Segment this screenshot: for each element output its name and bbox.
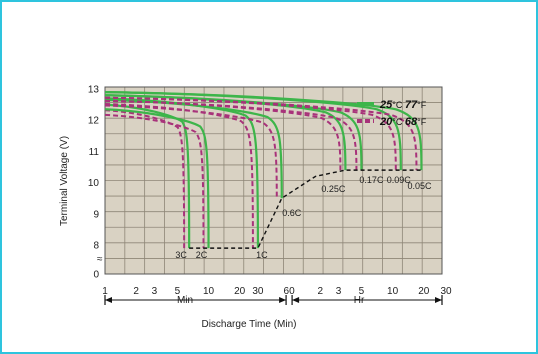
y-tick-label: 13 bbox=[88, 85, 100, 96]
legend-label: 25°C 77°F bbox=[379, 99, 427, 111]
curve-25c-2C bbox=[104, 108, 210, 249]
hr-range-arrow-head bbox=[435, 297, 442, 303]
x-tick-label: 10 bbox=[203, 286, 215, 297]
x-tick-label: 20 bbox=[234, 286, 246, 297]
y-axis-label: Terminal Voltage (V) bbox=[59, 136, 70, 226]
y-tick-label: 11 bbox=[89, 147, 100, 158]
y-tick-label: 0 bbox=[93, 270, 99, 281]
curve-20c-0.09C bbox=[104, 96, 397, 171]
x-tick-label: 1 bbox=[102, 286, 108, 297]
curve-20c-0.17C bbox=[104, 99, 358, 171]
x-axis-label: Discharge Time (Min) bbox=[201, 319, 296, 330]
x-tick-label: 5 bbox=[359, 286, 365, 297]
x-tick-label: 20 bbox=[418, 286, 430, 297]
x-tick-label: 30 bbox=[252, 286, 264, 297]
x-tick-label: 3 bbox=[152, 286, 158, 297]
rate-label-0.05C: 0.05C bbox=[407, 181, 432, 191]
curve-25c-3C bbox=[104, 103, 191, 249]
legend: 25°C 77°F 20°C 68°F bbox=[357, 99, 427, 128]
rate-label-0.17C: 0.17C bbox=[359, 175, 384, 185]
y-tick-label: 10 bbox=[88, 178, 100, 189]
x-tick-label: 10 bbox=[387, 286, 399, 297]
x-tick-labels: 1 2 3 5 10 20 30 60 2 3 5 10 20 30 bbox=[102, 286, 452, 297]
plot-border bbox=[104, 86, 443, 275]
legend-label: 20°C 68°F bbox=[379, 116, 427, 128]
discharge-curves bbox=[104, 91, 423, 249]
min-range-arrow-head bbox=[105, 297, 112, 303]
x-tick-label: 3 bbox=[336, 286, 342, 297]
min-range-arrow-head bbox=[279, 297, 287, 303]
rate-label-0.09C: 0.09C bbox=[387, 175, 412, 185]
cutoff-path bbox=[189, 169, 422, 249]
axis-annotations: Terminal Voltage (V) Discharge Time (Min… bbox=[59, 136, 443, 330]
y-break-label: ≈ bbox=[97, 254, 103, 265]
y-tick-label: 8 bbox=[93, 241, 99, 252]
x-tick-label: 2 bbox=[317, 286, 323, 297]
grid-lines bbox=[104, 86, 443, 275]
rate-label-2C: 2C bbox=[196, 250, 208, 260]
x-tick-label: 60 bbox=[284, 286, 296, 297]
y-tick-labels: 0 8 9 10 11 12 13 bbox=[88, 85, 100, 281]
y-tick-label: 12 bbox=[88, 116, 100, 127]
curve-20c-0.6C bbox=[104, 104, 278, 199]
rate-label-1C: 1C bbox=[256, 250, 268, 260]
rate-label-3C: 3C bbox=[175, 250, 187, 260]
x-tick-label: 5 bbox=[175, 286, 181, 297]
rate-label-0.6C: 0.6C bbox=[282, 208, 302, 218]
y-tick-label: 9 bbox=[93, 209, 99, 220]
curve-20c-3C bbox=[104, 109, 186, 249]
curve-20c-2C bbox=[104, 113, 205, 249]
x-tick-label: 30 bbox=[440, 286, 452, 297]
rate-label-0.25C: 0.25C bbox=[321, 184, 346, 194]
x-tick-label: 2 bbox=[133, 286, 139, 297]
curve-20c-0.25C bbox=[104, 99, 342, 171]
cutoff-line bbox=[189, 169, 422, 249]
hr-range-arrow-head bbox=[292, 297, 300, 303]
